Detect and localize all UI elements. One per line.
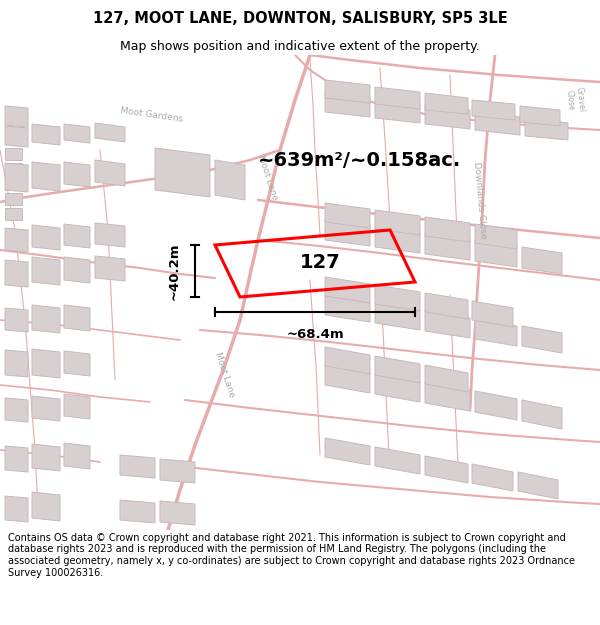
Polygon shape (425, 217, 470, 242)
Polygon shape (325, 203, 370, 228)
Text: Moot Gardens: Moot Gardens (120, 106, 184, 124)
Polygon shape (64, 257, 90, 283)
Polygon shape (475, 224, 517, 249)
Polygon shape (522, 247, 562, 274)
Polygon shape (325, 438, 370, 465)
Polygon shape (472, 301, 513, 327)
Text: 127: 127 (299, 254, 340, 272)
Polygon shape (375, 100, 420, 123)
Polygon shape (64, 394, 90, 419)
Polygon shape (5, 148, 22, 160)
Polygon shape (375, 285, 420, 311)
Polygon shape (425, 105, 470, 129)
Polygon shape (425, 311, 470, 338)
Polygon shape (425, 456, 468, 483)
Polygon shape (5, 163, 22, 175)
Polygon shape (375, 210, 420, 235)
Polygon shape (120, 455, 155, 478)
Polygon shape (32, 305, 60, 333)
Polygon shape (215, 160, 245, 200)
Polygon shape (5, 446, 28, 472)
Polygon shape (120, 500, 155, 523)
Polygon shape (5, 308, 28, 332)
Polygon shape (518, 472, 558, 499)
Polygon shape (325, 219, 370, 246)
Polygon shape (325, 277, 370, 303)
Polygon shape (425, 365, 468, 392)
Polygon shape (155, 148, 210, 197)
Polygon shape (64, 124, 90, 143)
Polygon shape (375, 303, 420, 330)
Text: ~639m²/~0.158ac.: ~639m²/~0.158ac. (259, 151, 461, 169)
Polygon shape (525, 118, 568, 140)
Polygon shape (5, 350, 28, 377)
Polygon shape (32, 492, 60, 521)
Polygon shape (425, 293, 468, 319)
Polygon shape (64, 162, 90, 187)
Polygon shape (5, 163, 28, 192)
Polygon shape (32, 162, 60, 191)
Polygon shape (425, 233, 470, 260)
Polygon shape (95, 123, 125, 142)
Polygon shape (472, 464, 513, 491)
Text: Moot Lane: Moot Lane (214, 351, 236, 399)
Text: ~40.2m: ~40.2m (168, 242, 181, 300)
Polygon shape (32, 444, 60, 471)
Polygon shape (325, 364, 370, 393)
Polygon shape (5, 126, 28, 147)
Polygon shape (64, 443, 90, 469)
Polygon shape (32, 349, 60, 378)
Polygon shape (5, 106, 28, 127)
Polygon shape (95, 256, 125, 281)
Polygon shape (95, 160, 125, 186)
Text: Gravel
Close: Gravel Close (564, 87, 586, 113)
Polygon shape (64, 351, 90, 376)
Text: Contains OS data © Crown copyright and database right 2021. This information is : Contains OS data © Crown copyright and d… (8, 533, 575, 578)
Polygon shape (475, 240, 517, 267)
Text: Map shows position and indicative extent of the property.: Map shows position and indicative extent… (120, 39, 480, 52)
Polygon shape (375, 87, 420, 109)
Text: Downlands Close: Downlands Close (472, 161, 488, 239)
Polygon shape (375, 226, 420, 253)
Polygon shape (472, 100, 515, 120)
Polygon shape (5, 193, 22, 205)
Polygon shape (325, 295, 370, 322)
Polygon shape (5, 260, 28, 287)
Polygon shape (325, 347, 370, 374)
Polygon shape (5, 398, 28, 422)
Polygon shape (32, 257, 60, 285)
Polygon shape (475, 319, 517, 346)
Polygon shape (425, 93, 468, 114)
Polygon shape (5, 228, 28, 252)
Polygon shape (95, 223, 125, 247)
Polygon shape (375, 356, 420, 383)
Polygon shape (375, 373, 420, 402)
Polygon shape (520, 106, 560, 126)
Polygon shape (32, 396, 60, 421)
Polygon shape (522, 400, 562, 429)
Polygon shape (5, 178, 22, 190)
Polygon shape (325, 80, 370, 103)
Text: Moot Lane: Moot Lane (256, 154, 280, 202)
Polygon shape (32, 124, 60, 145)
Polygon shape (475, 112, 520, 135)
Polygon shape (32, 225, 60, 250)
Polygon shape (475, 391, 517, 420)
Polygon shape (425, 382, 470, 411)
Polygon shape (160, 459, 195, 483)
Polygon shape (522, 326, 562, 353)
Polygon shape (64, 305, 90, 331)
Polygon shape (160, 501, 195, 525)
Polygon shape (325, 93, 370, 117)
Text: 127, MOOT LANE, DOWNTON, SALISBURY, SP5 3LE: 127, MOOT LANE, DOWNTON, SALISBURY, SP5 … (92, 11, 508, 26)
Polygon shape (5, 496, 28, 522)
Polygon shape (5, 208, 22, 220)
Polygon shape (64, 224, 90, 248)
Text: ~68.4m: ~68.4m (286, 328, 344, 341)
Polygon shape (375, 447, 420, 474)
